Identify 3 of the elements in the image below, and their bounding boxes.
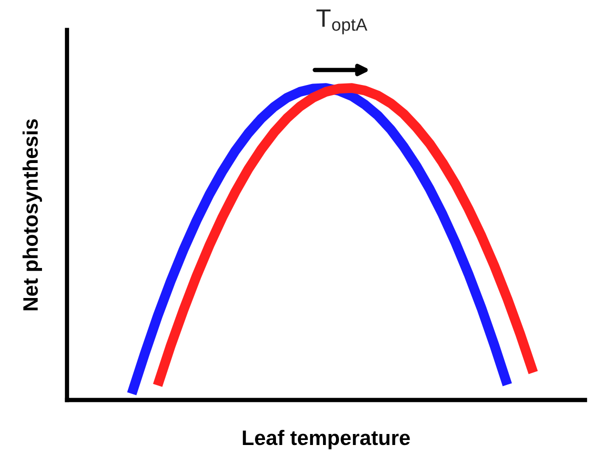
x-axis-title: Leaf temperature bbox=[242, 430, 410, 450]
y-axis-title: Net photosynthesis bbox=[22, 119, 42, 310]
text: T$_{optA}$ bbox=[316, 10, 368, 34]
